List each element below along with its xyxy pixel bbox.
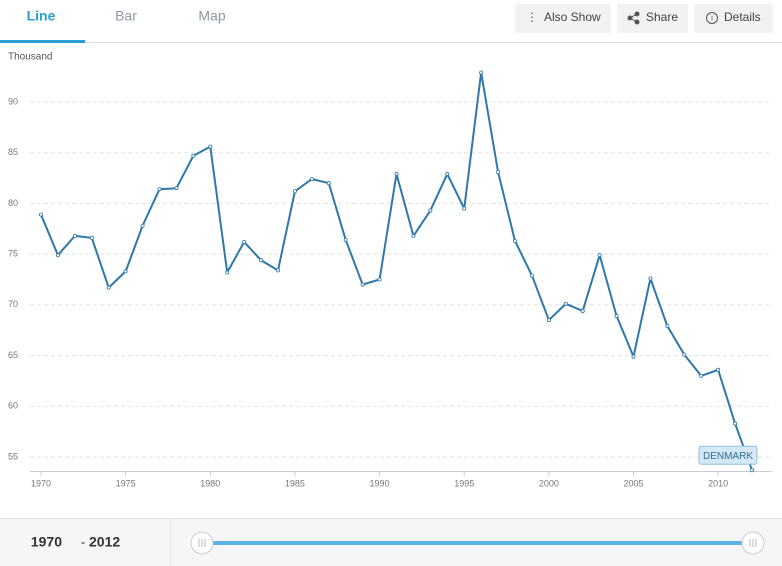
range-start: 1970 xyxy=(31,534,62,550)
point xyxy=(360,282,365,287)
share-icon xyxy=(627,11,640,25)
y-tick-label: 90 xyxy=(8,96,18,106)
point xyxy=(479,70,484,75)
point xyxy=(716,367,721,372)
point xyxy=(665,324,670,329)
point xyxy=(496,169,501,174)
x-tick-label: 2005 xyxy=(623,478,643,488)
point xyxy=(326,181,331,186)
y-tick-label: 60 xyxy=(8,401,18,411)
point xyxy=(309,177,314,182)
info-icon xyxy=(706,12,718,24)
range-end: 2012 xyxy=(89,534,120,550)
point xyxy=(292,189,297,194)
point xyxy=(513,238,518,243)
y-tick-label: 70 xyxy=(8,299,18,309)
point xyxy=(225,270,230,275)
point xyxy=(529,273,534,278)
x-tick-label: 2010 xyxy=(708,478,728,488)
point xyxy=(39,212,44,217)
point xyxy=(445,172,450,177)
y-tick-label: 55 xyxy=(8,451,18,461)
tab-underline xyxy=(0,40,85,43)
handle-grip xyxy=(198,539,757,547)
point xyxy=(699,373,704,378)
point xyxy=(750,468,755,473)
y-tick-label: 75 xyxy=(8,249,18,259)
tab[interactable]: Line xyxy=(27,8,56,24)
point xyxy=(631,354,636,359)
point xyxy=(174,186,179,191)
point xyxy=(343,237,348,242)
x-tick-label: 1990 xyxy=(370,478,390,488)
x-tick-label: 2000 xyxy=(539,478,559,488)
y-tick-label: 85 xyxy=(8,147,18,157)
range-separator: - xyxy=(81,534,85,549)
x-tick-label: 1980 xyxy=(200,478,220,488)
point xyxy=(597,253,602,258)
x-tick-label: 1995 xyxy=(454,478,474,488)
point xyxy=(648,276,653,281)
button-label[interactable]: Share xyxy=(646,10,678,24)
tab[interactable]: Bar xyxy=(115,8,137,24)
point xyxy=(682,352,687,357)
point xyxy=(157,187,162,192)
point xyxy=(411,233,416,238)
point xyxy=(72,233,77,238)
series-line xyxy=(40,71,753,471)
point xyxy=(733,421,738,426)
point xyxy=(242,239,247,244)
button[interactable] xyxy=(694,4,773,33)
y-axis-label: Thousand xyxy=(8,52,52,63)
point xyxy=(208,144,213,149)
plot: 55 60 65 70 75 80 85 90 1970 1975 1980 1985 1990 1995… xyxy=(8,70,772,488)
button[interactable] xyxy=(617,4,688,33)
series-label-box xyxy=(698,445,758,465)
y-tick-label: 80 xyxy=(8,198,18,208)
point xyxy=(428,208,433,213)
button-label[interactable]: Details xyxy=(724,10,761,24)
point xyxy=(123,269,128,274)
point xyxy=(580,308,585,313)
button-label[interactable]: Also Show xyxy=(544,10,601,24)
point xyxy=(394,172,399,177)
point xyxy=(89,235,94,240)
tab[interactable]: Map xyxy=(198,8,225,24)
x-tick-label: 1970 xyxy=(31,478,51,488)
point xyxy=(191,153,196,158)
point xyxy=(55,253,60,258)
point xyxy=(259,258,264,263)
point xyxy=(614,314,619,319)
point xyxy=(275,268,280,273)
info-icon: i xyxy=(711,14,713,23)
point xyxy=(546,318,551,323)
point xyxy=(377,277,382,282)
series-label: DENMARK xyxy=(703,451,753,462)
point xyxy=(106,285,111,290)
point xyxy=(462,206,467,211)
y-tick-label: 65 xyxy=(8,350,18,360)
x-tick-label: 1985 xyxy=(285,478,305,488)
icon: ⋮ xyxy=(526,10,538,24)
x-tick-label: 1975 xyxy=(116,478,136,488)
point xyxy=(563,301,568,306)
button[interactable] xyxy=(515,4,611,33)
point xyxy=(140,223,145,228)
